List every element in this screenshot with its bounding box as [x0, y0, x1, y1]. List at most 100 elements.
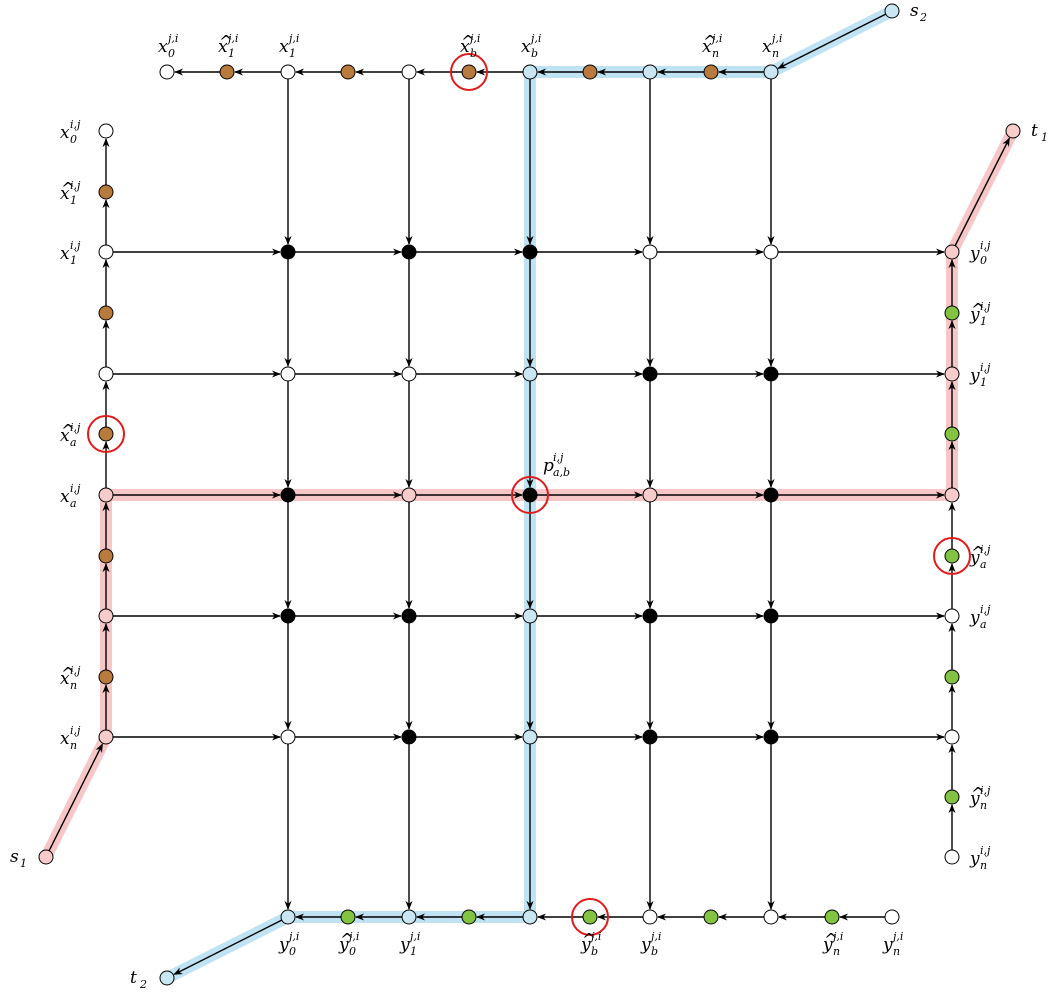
label-subscript: n [893, 945, 900, 958]
node-pink [98, 729, 114, 745]
node-white [280, 729, 296, 745]
node-black [280, 244, 296, 260]
label-base: s [910, 1, 919, 21]
node-brown [219, 64, 235, 80]
label-xb-ji: x j,i b [521, 32, 541, 60]
label-hat: ^ [461, 32, 475, 52]
label-subscript: 2 [139, 978, 147, 991]
label-subscript: b [531, 47, 538, 60]
node-blue [763, 64, 779, 80]
label-base: x [158, 37, 168, 57]
node-white [159, 64, 175, 80]
label-superscript: i,j [980, 361, 991, 374]
node-black [522, 487, 538, 503]
node-white [98, 366, 114, 382]
label-yha-ij: y^i,j a [969, 543, 991, 571]
label-subscript: 1 [20, 857, 27, 870]
node-black [763, 608, 779, 624]
label-xn-ij: x i,j n [60, 724, 81, 752]
label-subscript: n [833, 945, 840, 958]
node-green [944, 789, 960, 805]
label-subscript: b [591, 945, 598, 958]
node-blue [522, 729, 538, 745]
label-base: x [60, 669, 70, 689]
label-superscript: j,i [648, 930, 661, 943]
label-subscript: 0 [168, 47, 175, 60]
node-green [944, 669, 960, 685]
node-white [763, 909, 779, 925]
label-hat: ^ [61, 421, 75, 441]
node-pink [401, 487, 417, 503]
label-subscript: a [70, 497, 77, 510]
label-subscript: 1 [980, 376, 987, 389]
node-white [642, 909, 658, 925]
label-subscript: a,b [553, 466, 570, 479]
label-base: y [969, 789, 980, 809]
node-white [280, 366, 296, 382]
label-superscript: i,j [70, 724, 81, 737]
label-base: t [130, 968, 137, 988]
node-pink [642, 487, 658, 503]
label-xhn-ji: x^j,i n [702, 32, 722, 60]
label-superscript: i,j [70, 118, 81, 131]
node-brown [582, 64, 598, 80]
label-base: x [460, 37, 470, 57]
node-white [280, 64, 296, 80]
node-white [944, 849, 960, 865]
label-superscript: j,i [286, 930, 299, 943]
node-blue [522, 909, 538, 925]
node-black [763, 366, 779, 382]
label-superscript: i,j [980, 239, 991, 252]
label-base: x [60, 244, 70, 264]
label-base: x [702, 37, 712, 57]
label-subscript: a [70, 436, 77, 449]
nodes [38, 3, 1021, 986]
label-superscript: j,i [165, 32, 178, 45]
node-black [401, 244, 417, 260]
label-x0-ji: x j,i 0 [158, 32, 178, 60]
label-yhn-ij: y^i,j n [969, 784, 991, 812]
edge-arrow [173, 919, 283, 976]
label-base: y [969, 849, 980, 869]
label-subscript: n [772, 47, 779, 60]
node-green [582, 909, 598, 925]
label-base: x [279, 37, 289, 57]
red-circle-marker [933, 537, 971, 575]
label-hat: ^ [61, 179, 75, 199]
label-superscript: j,i [225, 32, 238, 45]
label-subscript: 1 [410, 945, 417, 958]
node-blue [280, 909, 296, 925]
label-subscript: 1 [980, 315, 987, 328]
label-y1-ji: y j,i 1 [399, 930, 420, 958]
node-blue [522, 608, 538, 624]
node-black [522, 244, 538, 260]
label-superscript: i,j [980, 784, 991, 797]
node-black [280, 608, 296, 624]
node-brown [340, 64, 356, 80]
label-superscript: j,i [709, 32, 722, 45]
label-subscript: n [70, 739, 77, 752]
label-superscript: j,i [467, 32, 480, 45]
label-base: y [969, 305, 980, 325]
label-y0-ji: y j,i 0 [278, 930, 299, 958]
label-base: x [762, 37, 772, 57]
node-black [401, 729, 417, 745]
label-xn-ji: x j,i n [762, 32, 782, 60]
label-xha-ij: x^i,j a [60, 421, 81, 449]
label-superscript: i,j [70, 239, 81, 252]
label-subscript: 0 [289, 945, 296, 958]
node-pink [1005, 123, 1021, 139]
label-yh0-ji: y^j,i 0 [338, 930, 359, 958]
label-subscript: n [70, 679, 77, 692]
node-black [763, 487, 779, 503]
label-yn-ij: y i,j n [969, 844, 991, 872]
node-brown [98, 426, 114, 442]
label-hat: ^ [971, 543, 985, 563]
node-brown [98, 548, 114, 564]
node-green [944, 305, 960, 321]
label-base: y [882, 935, 893, 955]
label-yb-ji: y j,i b [640, 930, 661, 958]
